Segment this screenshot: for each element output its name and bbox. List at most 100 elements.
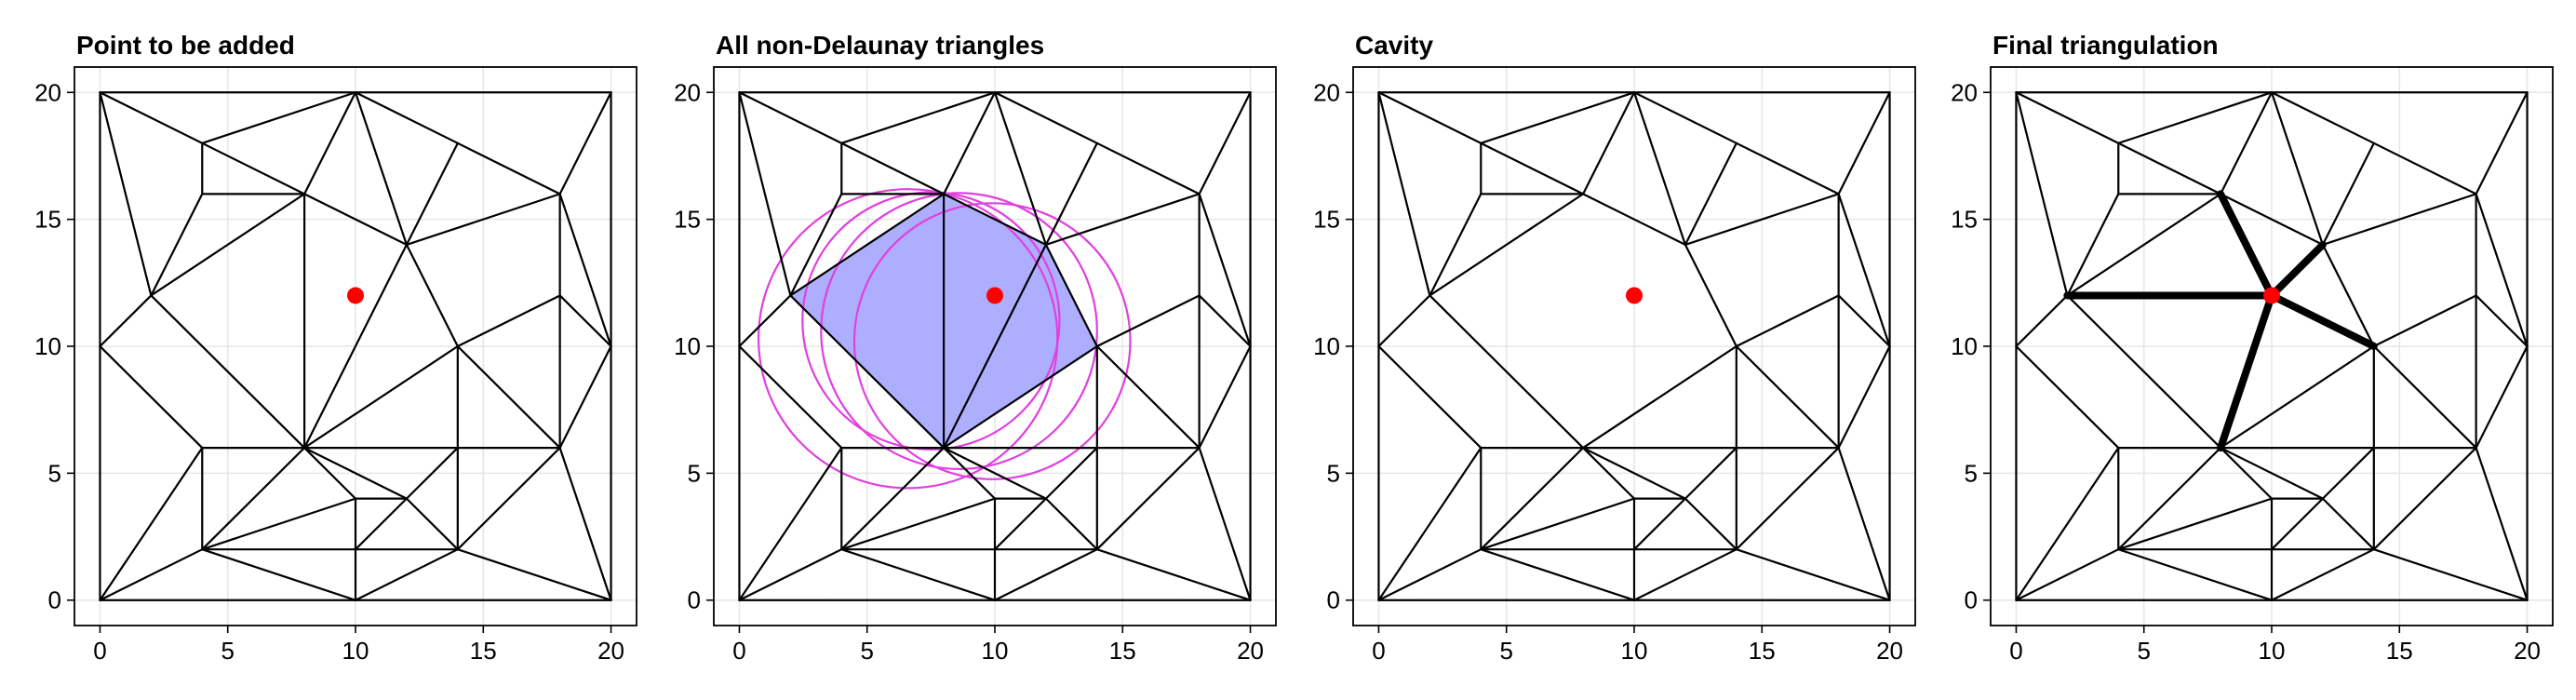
- x-tick-label: 5: [860, 637, 873, 665]
- triangle-edge: [1095, 344, 1201, 450]
- x-tick-label: 15: [1749, 637, 1776, 665]
- x-tick-label: 0: [93, 637, 106, 665]
- x-tick-label: 20: [1876, 637, 1903, 665]
- x-tick-label: 0: [1372, 637, 1385, 665]
- triangle-edge: [789, 193, 843, 297]
- triangle-edge: [1684, 497, 1737, 551]
- triangle-edge: [1480, 497, 1636, 551]
- x-tick-label: 10: [982, 637, 1009, 665]
- triangle-edge: [2475, 193, 2529, 348]
- y-tick-label: 10: [1313, 332, 1340, 360]
- y-tick-label: 15: [34, 206, 61, 234]
- triangle-edge: [2372, 141, 2477, 195]
- x-tick-label: 15: [2386, 637, 2413, 665]
- triangle-edge: [558, 344, 612, 450]
- y-tick-label: 0: [48, 586, 61, 614]
- triangle-edge: [1198, 344, 1252, 450]
- triangle-edge: [942, 344, 1098, 450]
- x-tick-label: 5: [1499, 637, 1512, 665]
- y-tick-label: 15: [1951, 206, 1978, 234]
- triangle-edge: [1684, 243, 1737, 348]
- triangle-edge: [456, 141, 561, 195]
- triangle-edge: [456, 344, 561, 450]
- triangle-edge: [1480, 446, 1585, 551]
- triangle-edge: [1198, 446, 1252, 601]
- triangle-edge: [738, 344, 843, 450]
- triangle-edge: [150, 193, 306, 297]
- triangle-edge: [2475, 91, 2529, 195]
- triangle-edge: [1429, 193, 1483, 297]
- triangle-edge: [2015, 91, 2222, 195]
- panel-point-to-be-added: Point to be added 0 5 10 15 20 0 5 10 15 20: [34, 31, 637, 665]
- triangle-edge: [150, 294, 306, 450]
- triangle-edge: [1095, 294, 1201, 348]
- panel-title: Final triangulation: [1992, 31, 2219, 60]
- triangle-edge: [2219, 446, 2325, 500]
- triangle-edge: [2117, 446, 2222, 551]
- triangle-edge: [2321, 141, 2375, 247]
- triangle-edge: [2015, 91, 2069, 297]
- triangle-edge: [1837, 446, 1891, 601]
- triangle-edge: [1632, 497, 1687, 551]
- triangle-edge: [1684, 141, 1737, 247]
- triangle-edge: [2117, 548, 2274, 601]
- triangle-edge: [99, 91, 153, 297]
- y-tick-label: 5: [1327, 459, 1340, 487]
- triangle-edge: [1044, 243, 1098, 348]
- triangle-edge: [1377, 548, 1483, 601]
- panel-title: Cavity: [1355, 31, 1433, 60]
- triangle-edge: [354, 548, 459, 601]
- triangle-edge: [789, 294, 946, 450]
- edges: [2015, 91, 2529, 601]
- triangle-edge: [558, 91, 612, 195]
- triangle-edge: [99, 446, 204, 601]
- triangle-edge: [1837, 193, 1891, 348]
- triangle-edge: [1198, 91, 1252, 195]
- panel-title: Point to be added: [76, 31, 295, 60]
- triangle-edge: [1044, 193, 1201, 247]
- triangle-edge: [1377, 91, 1431, 297]
- triangle-edge: [1480, 91, 1636, 144]
- triangle-edge: [1735, 446, 1840, 551]
- triangle-edge: [942, 243, 1048, 450]
- triangle-edge: [840, 446, 946, 551]
- y-tick-label: 5: [48, 459, 61, 487]
- panel-final-triangulation: Final triangulation 0 5 10 15 20 0 5 10 15 20: [1951, 31, 2554, 665]
- triangle-edge: [1581, 91, 1636, 195]
- triangle-edge: [558, 294, 612, 348]
- triangle-edge: [2321, 243, 2375, 348]
- triangle-edge: [405, 243, 459, 348]
- x-tick-label: 5: [2137, 637, 2150, 665]
- triangle-edge: [942, 193, 1048, 247]
- triangle-edge: [1735, 548, 1891, 601]
- triangle-edge: [2372, 344, 2477, 450]
- triangle-edge: [2270, 91, 2325, 247]
- triangle-edge: [2475, 294, 2529, 348]
- triangle-edge: [302, 193, 409, 247]
- triangle-edge: [201, 446, 306, 551]
- circumcircle: [820, 192, 1098, 470]
- triangle-edge: [942, 446, 1048, 500]
- triangle-edge: [993, 497, 1048, 551]
- triangle-edge: [1632, 91, 1687, 247]
- triangle-edge: [993, 91, 1048, 247]
- triangle-edge: [738, 548, 843, 601]
- triangle-edge: [354, 497, 409, 551]
- x-tick-label: 15: [470, 637, 497, 665]
- triangle-edge: [405, 446, 459, 500]
- triangle-edge: [2219, 344, 2375, 450]
- triangle-edge: [1044, 141, 1098, 247]
- triangle-edge: [1837, 344, 1891, 450]
- triangle-edge: [302, 243, 409, 450]
- triangle-edge: [1581, 193, 1687, 247]
- triangle-edge: [993, 91, 1098, 144]
- new-point: [1626, 287, 1643, 304]
- triangle-edge: [738, 294, 792, 348]
- triangle-edge: [1095, 446, 1201, 551]
- triangle-edge: [2475, 344, 2529, 450]
- x-tick-label: 15: [1109, 637, 1136, 665]
- new-edge: [2217, 291, 2275, 452]
- y-tick-label: 0: [688, 586, 701, 614]
- triangle-edge: [2372, 446, 2477, 551]
- circumcircle: [801, 191, 1061, 451]
